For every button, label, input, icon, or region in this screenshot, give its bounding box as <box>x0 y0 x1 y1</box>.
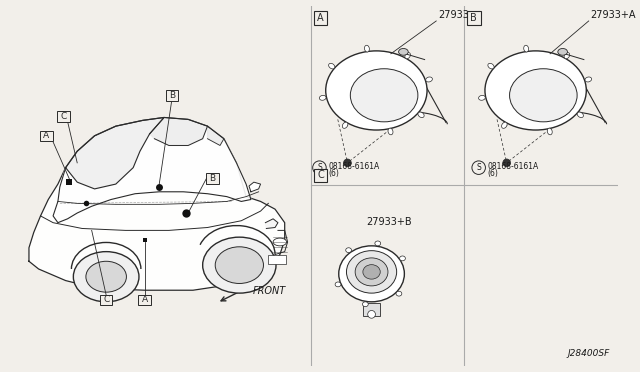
Ellipse shape <box>350 69 418 122</box>
Text: S: S <box>476 163 481 172</box>
Text: 27933: 27933 <box>438 10 469 20</box>
Ellipse shape <box>479 95 485 100</box>
Ellipse shape <box>363 264 380 279</box>
Ellipse shape <box>203 237 276 293</box>
Text: B: B <box>470 13 477 23</box>
Ellipse shape <box>547 128 552 135</box>
Ellipse shape <box>326 51 427 130</box>
Ellipse shape <box>355 258 388 286</box>
FancyBboxPatch shape <box>268 256 285 264</box>
Ellipse shape <box>399 256 405 261</box>
Polygon shape <box>29 118 285 290</box>
Ellipse shape <box>418 112 424 118</box>
Ellipse shape <box>273 238 287 246</box>
Polygon shape <box>53 118 251 223</box>
Ellipse shape <box>509 69 577 122</box>
FancyBboxPatch shape <box>206 173 219 184</box>
Text: A: A <box>317 13 324 23</box>
Circle shape <box>503 159 511 167</box>
Ellipse shape <box>524 45 529 52</box>
Ellipse shape <box>339 246 404 302</box>
Ellipse shape <box>485 51 586 130</box>
Text: 08168-6161A: 08168-6161A <box>328 162 380 171</box>
Text: C: C <box>103 295 109 304</box>
Ellipse shape <box>319 95 326 100</box>
FancyBboxPatch shape <box>100 295 113 305</box>
Ellipse shape <box>346 248 351 253</box>
Polygon shape <box>207 126 224 145</box>
Ellipse shape <box>342 122 348 128</box>
Text: A: A <box>141 295 148 304</box>
Ellipse shape <box>335 282 341 287</box>
Text: 08168-6161A: 08168-6161A <box>488 162 539 171</box>
Ellipse shape <box>502 122 507 128</box>
Ellipse shape <box>399 48 408 55</box>
Ellipse shape <box>375 241 381 246</box>
Text: B: B <box>169 91 175 100</box>
Ellipse shape <box>215 247 264 283</box>
Text: S: S <box>317 163 322 172</box>
Ellipse shape <box>346 251 397 293</box>
Ellipse shape <box>364 45 369 52</box>
Ellipse shape <box>488 63 494 69</box>
Ellipse shape <box>405 52 410 59</box>
Ellipse shape <box>426 77 433 82</box>
Text: (6): (6) <box>328 169 339 178</box>
Circle shape <box>472 161 486 174</box>
FancyBboxPatch shape <box>58 111 70 122</box>
Text: 27933+B: 27933+B <box>367 218 412 228</box>
Circle shape <box>344 159 351 167</box>
Text: A: A <box>44 131 49 140</box>
FancyBboxPatch shape <box>138 295 151 305</box>
Ellipse shape <box>564 52 570 59</box>
Polygon shape <box>249 182 260 192</box>
Text: J28400SF: J28400SF <box>568 349 610 358</box>
Text: C: C <box>61 112 67 121</box>
Ellipse shape <box>577 112 584 118</box>
Text: C: C <box>317 170 324 180</box>
Ellipse shape <box>328 63 335 69</box>
Circle shape <box>313 161 326 174</box>
Polygon shape <box>66 118 164 189</box>
Ellipse shape <box>396 291 402 296</box>
FancyBboxPatch shape <box>40 131 52 141</box>
Ellipse shape <box>585 77 591 82</box>
Ellipse shape <box>86 261 127 292</box>
Text: 27933+A: 27933+A <box>591 10 636 20</box>
Circle shape <box>368 311 376 318</box>
Text: B: B <box>209 174 216 183</box>
FancyBboxPatch shape <box>314 11 327 25</box>
Text: FRONT: FRONT <box>253 286 286 296</box>
Ellipse shape <box>558 48 568 55</box>
Text: (6): (6) <box>488 169 499 178</box>
Polygon shape <box>266 219 278 228</box>
Ellipse shape <box>74 251 139 302</box>
Ellipse shape <box>388 128 393 135</box>
Polygon shape <box>150 118 207 145</box>
FancyBboxPatch shape <box>467 11 481 25</box>
FancyBboxPatch shape <box>314 169 327 182</box>
FancyBboxPatch shape <box>363 303 380 316</box>
FancyBboxPatch shape <box>166 90 178 100</box>
Ellipse shape <box>362 302 368 307</box>
